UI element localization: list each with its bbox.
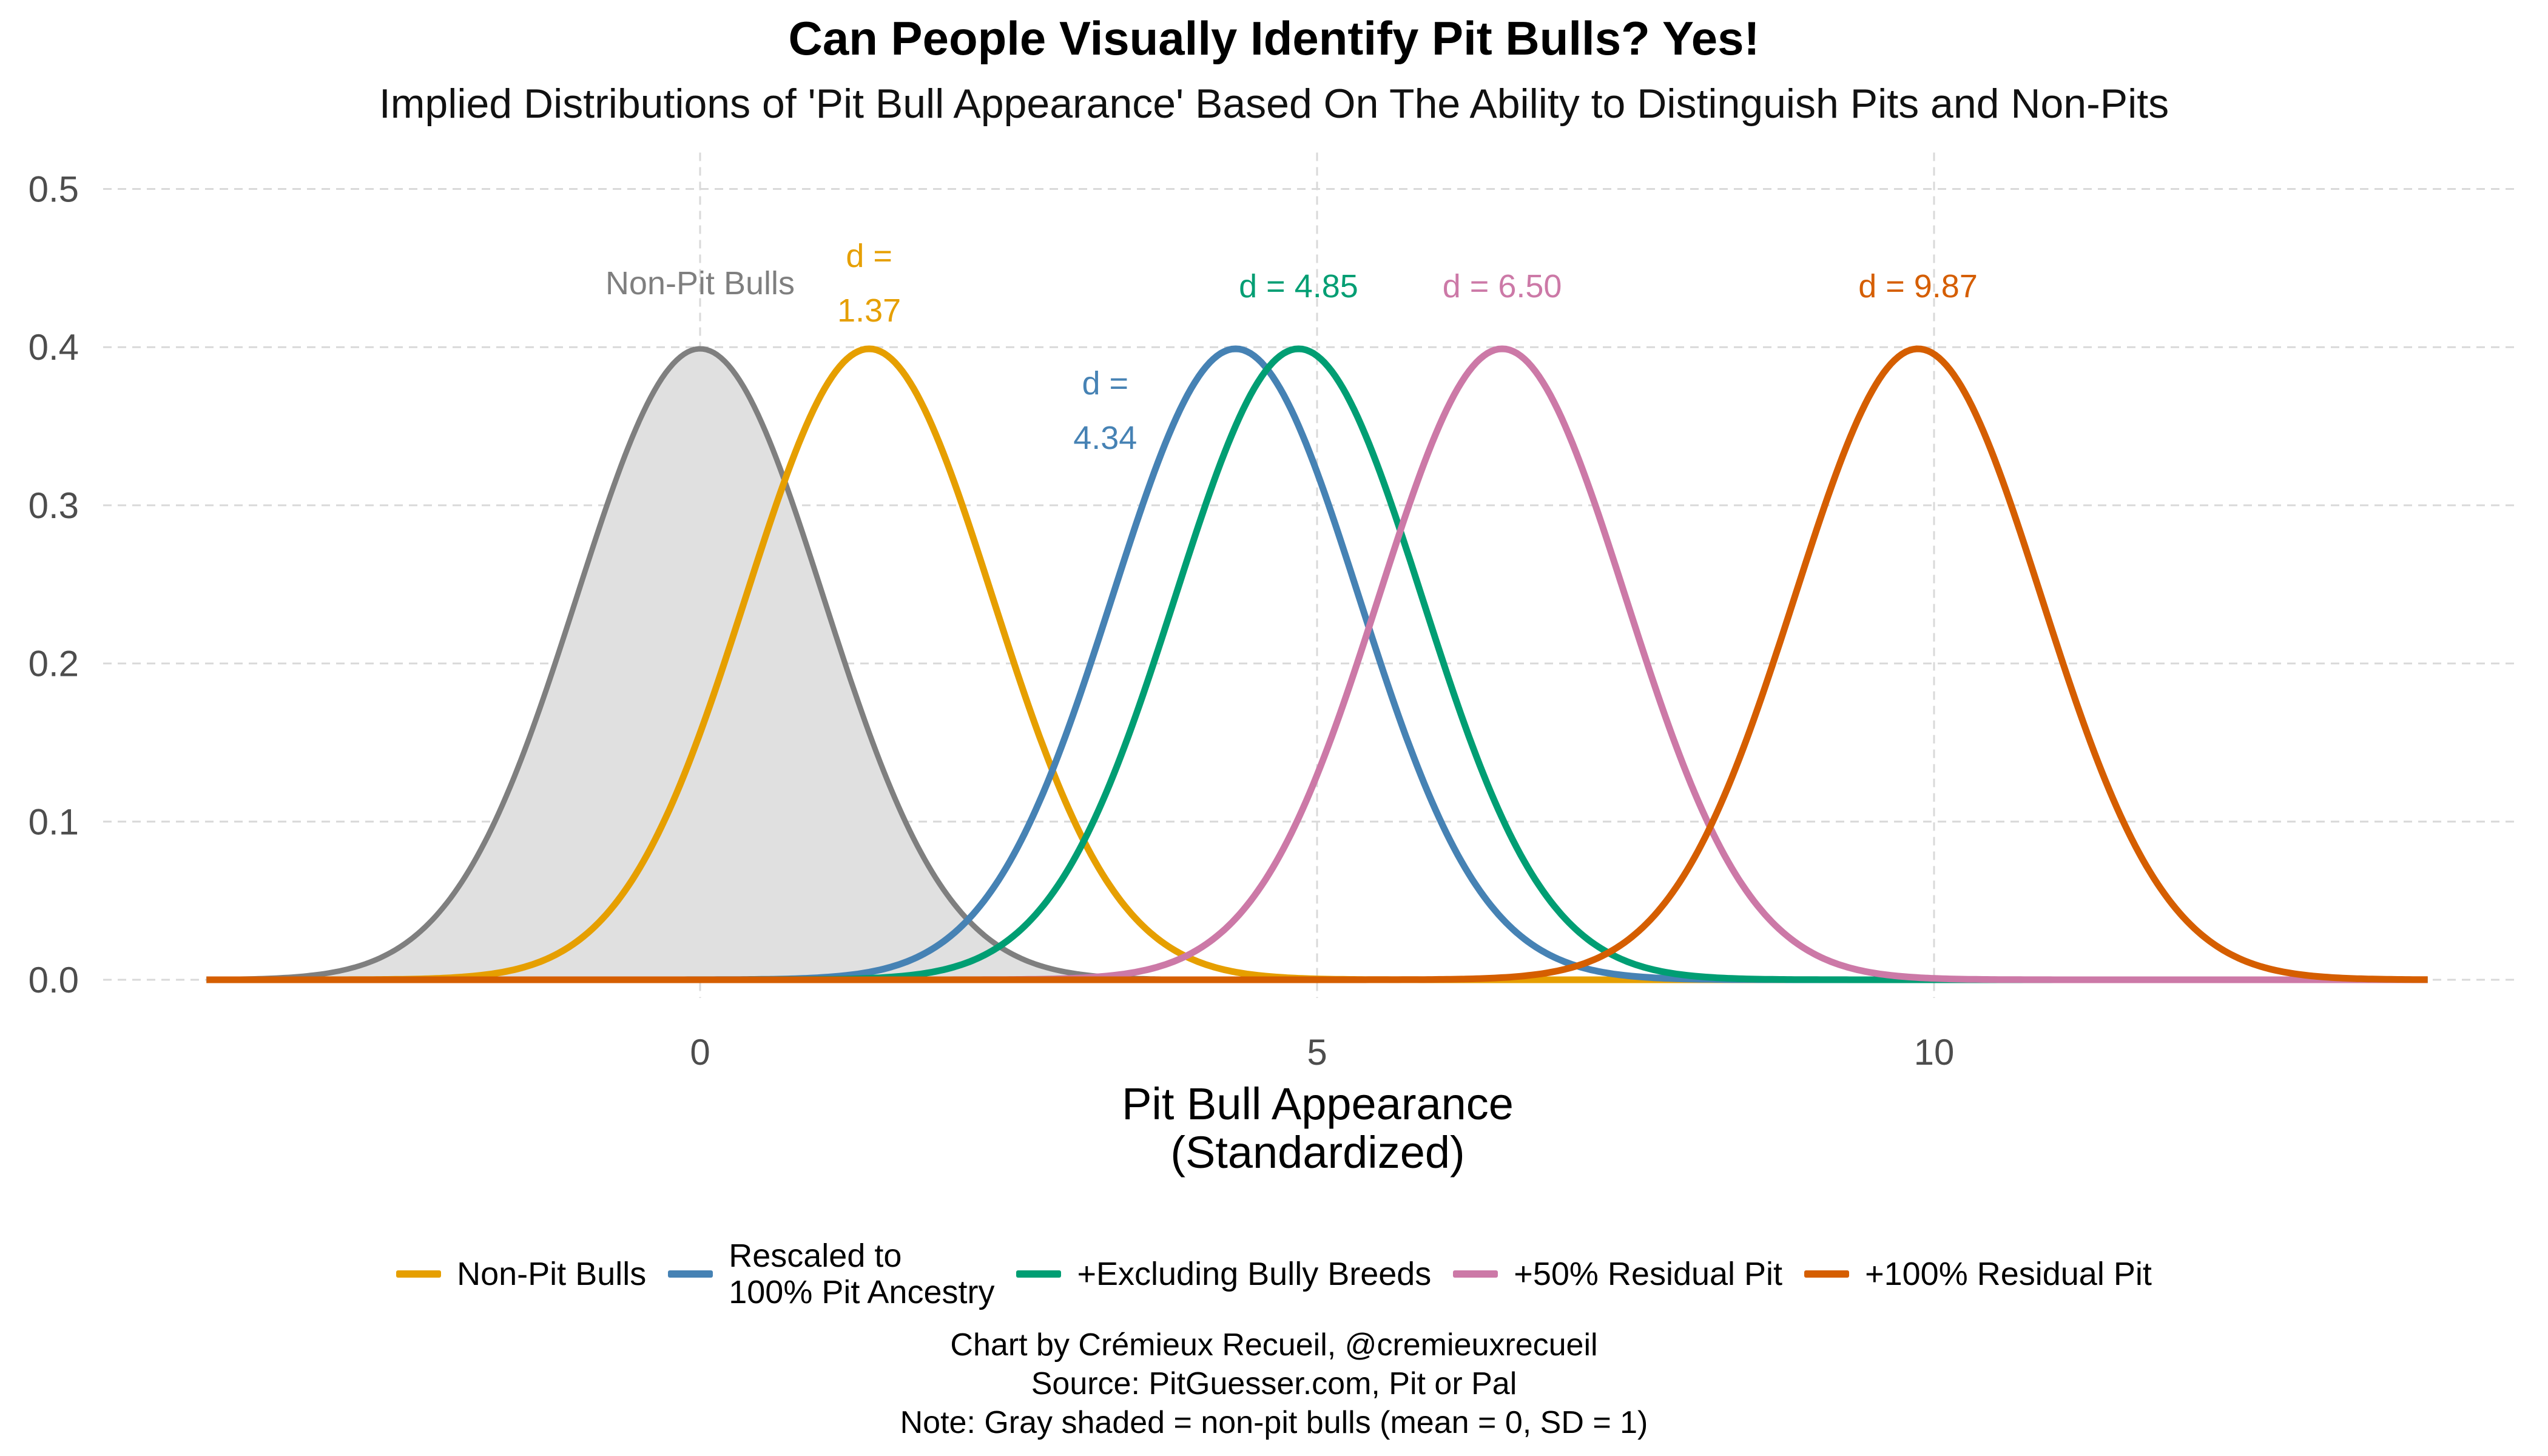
- legend-label: Rescaled to 100% Pit Ancestry: [729, 1238, 995, 1310]
- x-axis-label-line-1: Pit Bull Appearance: [1122, 1079, 1514, 1129]
- y-tick-label: 0.4: [29, 327, 79, 368]
- reference-annotation: Non-Pit Bulls: [605, 265, 795, 302]
- legend-key-swatch: [668, 1270, 713, 1278]
- chart-title: Can People Visually Identify Pit Bulls? …: [788, 12, 1760, 65]
- caption-credit: Chart by Crémieux Recueil, @cremieuxrecu…: [950, 1327, 1598, 1363]
- legend-label: Non-Pit Bulls: [457, 1256, 647, 1292]
- axis-ticks: 0.0 0.1 0.2 0.3 0.4 0.5 0 5 10: [29, 169, 1955, 1073]
- y-tick-label: 0.1: [29, 801, 79, 842]
- x-tick-label: 0: [690, 1032, 710, 1073]
- y-tick-label: 0.5: [29, 169, 79, 210]
- reference-shaded-area: [206, 349, 2428, 980]
- legend-item-5: +100% Residual Pit: [1804, 1256, 2152, 1292]
- chart-subtitle: Implied Distributions of 'Pit Bull Appea…: [379, 81, 2169, 127]
- series-annotation-2: d =: [1082, 365, 1128, 402]
- legend-label: +50% Residual Pit: [1514, 1256, 1783, 1292]
- legend-item-3: +Excluding Bully Breeds: [1016, 1256, 1431, 1292]
- x-tick-label: 5: [1307, 1032, 1327, 1073]
- legend-key-swatch: [1804, 1270, 1850, 1278]
- series-annotation-1: d =: [846, 238, 892, 274]
- legend-key-swatch: [1016, 1270, 1062, 1278]
- y-tick-label: 0.3: [29, 485, 79, 526]
- x-axis-label-line-2: (Standardized): [1170, 1127, 1464, 1178]
- plot-area: 0.0 0.1 0.2 0.3 0.4 0.5 0 5 10 Non-Pit Bulls d = 1…: [29, 152, 2518, 1178]
- legend-item-2: Rescaled to 100% Pit Ancestry: [668, 1238, 994, 1310]
- legend: Non-Pit Bulls Rescaled to 100% Pit Ancestr…: [0, 1238, 2548, 1310]
- series-lines: [206, 345, 2428, 983]
- legend-key-swatch: [1453, 1270, 1498, 1278]
- series-annotation-1: 1.37: [837, 292, 901, 329]
- legend-key-swatch: [396, 1270, 442, 1278]
- caption-source: Source: PitGuesser.com, Pit or Pal: [1031, 1366, 1517, 1401]
- caption-note: Note: Gray shaded = non-pit bulls (mean …: [900, 1405, 1648, 1440]
- x-tick-label: 10: [1914, 1032, 1955, 1073]
- series-line-5: [206, 345, 2428, 983]
- legend-label: +100% Residual Pit: [1865, 1256, 2152, 1292]
- legend-item-1: Non-Pit Bulls: [396, 1256, 646, 1292]
- series-annotation-3: d = 4.85: [1239, 268, 1358, 305]
- series-annotation-4: d = 6.50: [1443, 268, 1562, 305]
- legend-label: +Excluding Bully Breeds: [1077, 1256, 1432, 1292]
- caption: Chart by Crémieux Recueil, @cremieuxrecu…: [0, 1326, 2548, 1442]
- annotations: Non-Pit Bulls d = 1.37 d = 4.34 d = 4.85 d = 6…: [605, 238, 1978, 456]
- series-annotation-2: 4.34: [1073, 420, 1137, 456]
- y-tick-label: 0.0: [29, 960, 79, 1000]
- series-annotation-5: d = 9.87: [1858, 268, 1978, 305]
- legend-item-4: +50% Residual Pit: [1453, 1256, 1782, 1292]
- y-tick-label: 0.2: [29, 644, 79, 684]
